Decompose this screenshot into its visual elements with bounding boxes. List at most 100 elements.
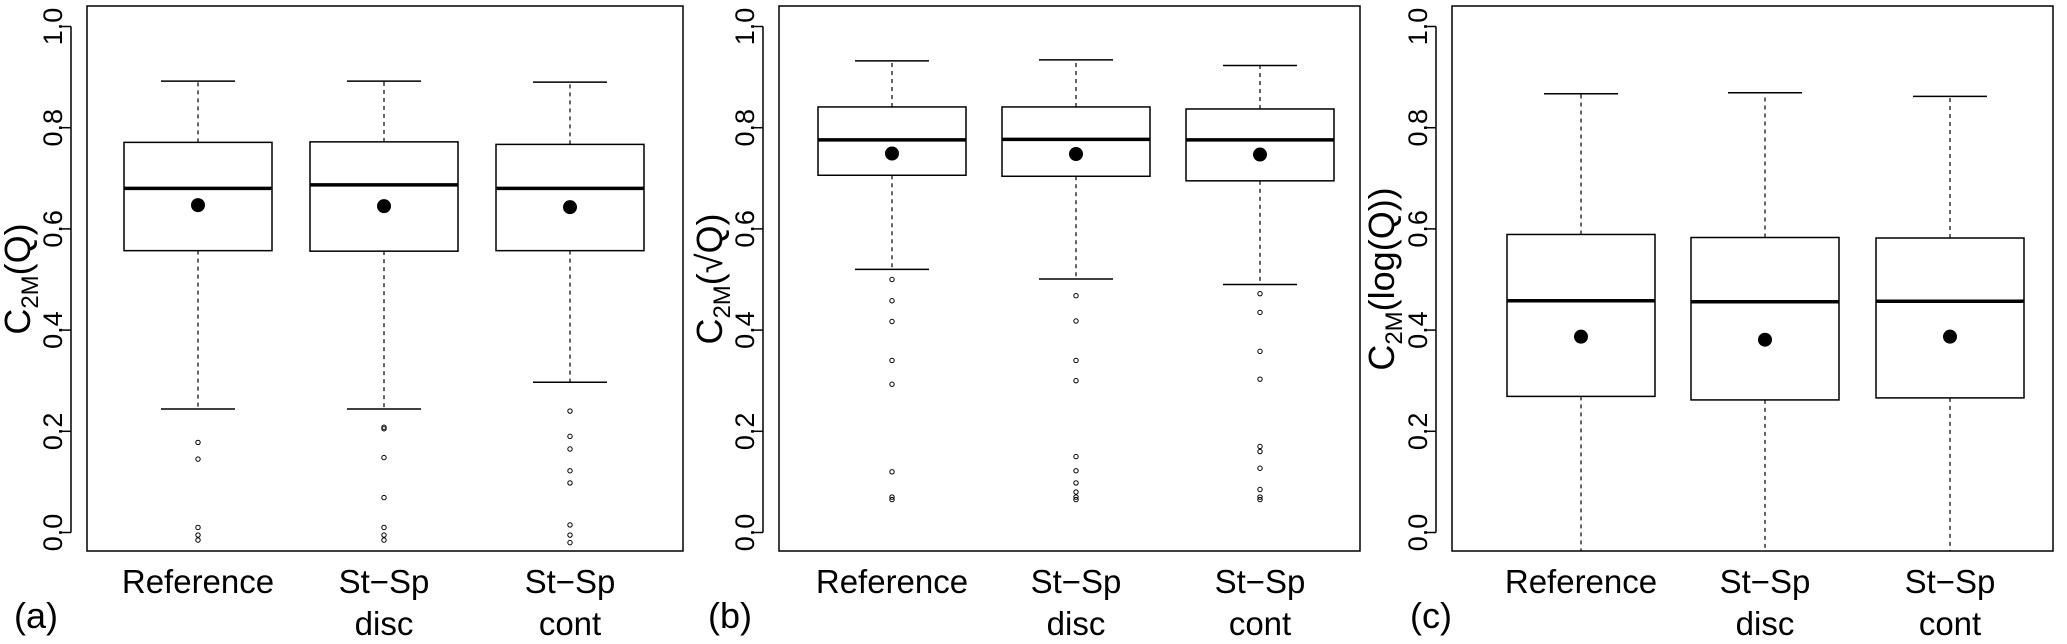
outlier-point [1073, 318, 1079, 324]
x-category-label: Reference [816, 563, 968, 600]
outlier-point [381, 524, 387, 531]
box-3 [495, 81, 645, 546]
y-tick-label: 0.2 [730, 413, 760, 451]
outlier-point [381, 537, 387, 543]
mean-point [1758, 332, 1772, 347]
x-category-sublabel: disc [1047, 605, 1106, 642]
outlier-point [1073, 496, 1079, 503]
outlier-point [1257, 348, 1263, 355]
mean-point [1069, 147, 1083, 162]
box-3 [1875, 95, 2025, 551]
outlier-point [195, 456, 201, 462]
y-tick-label: 0.4 [38, 311, 68, 349]
outlier-point [889, 276, 895, 283]
outlier-point [195, 439, 201, 446]
outlier-point [1257, 443, 1263, 450]
outlier-point [1073, 489, 1079, 495]
box-2 [1690, 92, 1840, 551]
x-category-label: St−Sp [1031, 563, 1122, 600]
outlier-point [1257, 496, 1263, 503]
outlier-point [567, 446, 573, 452]
box-1 [817, 60, 967, 503]
plot-frame [1451, 5, 2054, 552]
y-axis-label-prefix: C [1361, 345, 1402, 371]
mean-point [1943, 329, 1957, 344]
x-category-sublabel: cont [1919, 605, 1981, 642]
x-category-sublabel: disc [1736, 605, 1795, 642]
y-axis-label-suffix: (log(Q)) [1361, 187, 1402, 311]
outlier-point [567, 468, 573, 474]
x-category-label: Reference [122, 563, 274, 600]
y-tick-label: 0.2 [38, 413, 68, 451]
x-category-label: St−Sp [1215, 563, 1306, 600]
box-2 [309, 80, 459, 543]
outlier-point [1073, 357, 1079, 364]
outlier-point [1073, 494, 1079, 500]
box-iqr [1690, 236, 1840, 401]
x-category-label: Reference [1505, 563, 1657, 600]
x-category-label: St−Sp [339, 563, 430, 600]
y-tick-label: 0.4 [1403, 311, 1433, 349]
y-tick-label: 0.0 [730, 514, 760, 552]
y-tick-label: 1.0 [1403, 8, 1433, 46]
mean-point [191, 198, 205, 213]
box-2 [1001, 59, 1151, 503]
box-iqr [1001, 106, 1151, 178]
y-axis-label: C2M(Q) [0, 223, 44, 334]
outlier-point [1073, 468, 1079, 474]
outlier-point [567, 522, 573, 528]
y-tick-label: 1.0 [730, 8, 760, 46]
box-3 [1185, 64, 1335, 503]
y-tick-label: 0.0 [38, 514, 68, 552]
outlier-point [1073, 453, 1079, 460]
box-iqr [495, 143, 645, 252]
outlier-point [1257, 376, 1263, 382]
y-axis-label-subscript: 2M [709, 285, 736, 318]
y-tick-label: 1.0 [38, 8, 68, 46]
chart-panel-c: 0.0 0.2 0.4 0.6 0.8 1.0 C2M(log(Q)) Reference St… [1361, 5, 2054, 642]
outlier-point [1073, 480, 1079, 486]
mean-point [377, 199, 391, 214]
outlier-point [567, 480, 573, 486]
y-tick-label: 0.6 [1403, 210, 1433, 248]
panel-label: (b) [708, 595, 752, 636]
box-iqr [1506, 233, 1656, 398]
chart-panel-b: 0.0 0.2 0.4 0.6 0.8 1.0 C2M(√Q) Reference St−Sp d… [689, 5, 1361, 642]
outlier-point [381, 426, 387, 432]
outlier-point [381, 532, 387, 538]
box-iqr [1185, 108, 1335, 182]
outlier-point [195, 532, 201, 538]
x-category-label: St−Sp [1720, 563, 1811, 600]
y-axis-label-suffix: (√Q) [689, 213, 730, 285]
mean-point [885, 146, 899, 161]
y-tick-label: 0.2 [1403, 413, 1433, 451]
outlier-point [889, 496, 895, 503]
outlier-point [1073, 292, 1079, 299]
outlier-point [567, 433, 573, 440]
box-iqr [309, 141, 459, 252]
outlier-point [195, 524, 201, 531]
x-category-sublabel: cont [1229, 605, 1291, 642]
outlier-point [1257, 290, 1263, 297]
panel-label: (c) [1410, 595, 1452, 636]
outlier-point [381, 454, 387, 461]
box-1 [123, 80, 273, 543]
box-iqr [1875, 237, 2025, 399]
y-tick-label: 0.6 [38, 210, 68, 248]
outlier-point [567, 532, 573, 538]
plot-frame [778, 5, 1361, 552]
x-category-sublabel: disc [355, 605, 414, 642]
outlier-point [889, 318, 895, 325]
outlier-point [1257, 465, 1263, 471]
y-tick-label: 0.8 [1403, 109, 1433, 147]
box-1 [1506, 93, 1656, 551]
mean-point [1574, 329, 1588, 344]
y-tick-label: 0.0 [1403, 514, 1433, 552]
y-tick-label: 0.8 [730, 109, 760, 147]
outlier-point [1257, 448, 1263, 455]
outlier-point [1257, 486, 1263, 493]
plot-frame [86, 5, 684, 552]
x-category-label: St−Sp [525, 563, 616, 600]
y-axis-label-subscript: 2M [1381, 311, 1408, 344]
